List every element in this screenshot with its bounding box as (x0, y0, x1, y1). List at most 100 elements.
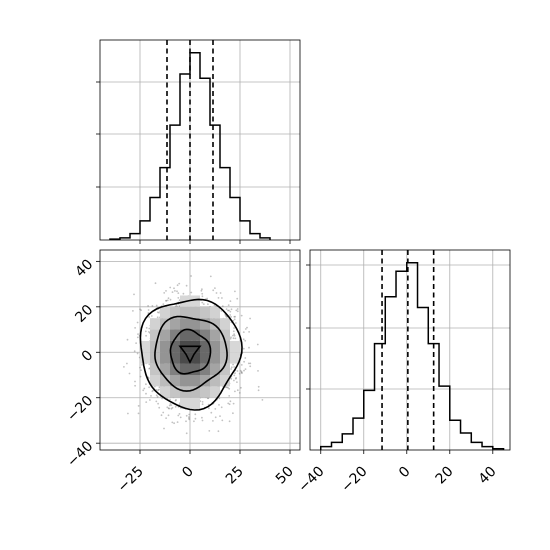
scatter-point (136, 336, 139, 339)
scatter-point (234, 390, 236, 393)
scatter-point (233, 315, 236, 318)
density-cell (200, 340, 210, 353)
scatter-point (201, 292, 204, 295)
scatter-point (171, 406, 174, 409)
density-cell (220, 340, 230, 353)
scatter-point (225, 308, 228, 310)
scatter-point (173, 287, 175, 290)
scatter-point (144, 330, 147, 333)
scatter-point (160, 414, 163, 417)
scatter-point (140, 309, 143, 312)
scatter-point (170, 407, 173, 410)
scatter-point (217, 297, 220, 299)
scatter-point (227, 402, 230, 405)
density-cell (200, 306, 210, 319)
density-cell (190, 329, 200, 341)
density-cell (160, 363, 170, 375)
density-cell (190, 306, 200, 319)
scatter-point (210, 411, 213, 414)
scatter-point (249, 362, 252, 365)
scatter-point (228, 395, 231, 397)
scatter-point (165, 299, 168, 302)
scatter-point (234, 377, 237, 380)
scatter-point (190, 275, 193, 277)
scatter-point (232, 363, 235, 366)
scatter-point (171, 291, 174, 293)
scatter-point (236, 389, 239, 392)
scatter-point (227, 386, 229, 389)
scatter-point (201, 419, 204, 422)
scatter-point (228, 387, 231, 390)
scatter-point (214, 287, 216, 289)
scatter-point (256, 343, 259, 346)
y-marginal-histogram-panel: −40 −20 0 20 40 (295, 249, 511, 496)
scatter-point (233, 327, 236, 329)
y-marginal-frame (309, 249, 511, 451)
scatter-point (234, 315, 237, 318)
scatter-point (238, 372, 241, 375)
scatter-point (185, 420, 187, 423)
scatter-point (242, 331, 245, 333)
density-cell (210, 318, 220, 330)
scatter-point (217, 430, 220, 433)
scatter-point (175, 304, 178, 306)
scatter-point (201, 416, 203, 419)
scatter-point (201, 301, 204, 304)
density-y-tick-labels: −40 −20 0 20 40 (64, 256, 96, 470)
density-cell (220, 318, 230, 330)
scatter-point (169, 398, 171, 401)
scatter-point (206, 397, 209, 400)
scatter-point (228, 420, 231, 423)
y-marginal-x-tick-label-2: 0 (396, 464, 414, 482)
density-x-tick-labels: −25 0 25 50 (115, 464, 297, 496)
histogram-step-line (109, 52, 271, 240)
density-cell (220, 363, 230, 375)
scatter-point (257, 389, 260, 392)
scatter-point (176, 290, 178, 293)
scatter-point (219, 415, 221, 417)
density-cell (220, 375, 230, 387)
scatter-point (232, 337, 235, 340)
scatter-point (173, 422, 176, 425)
density-cell (210, 386, 220, 398)
scatter-point (134, 380, 136, 383)
scatter-point (238, 392, 241, 394)
scatter-point (236, 297, 239, 300)
scatter-point (208, 430, 211, 432)
density-y-tick-label-1: −20 (64, 393, 96, 425)
scatter-point (169, 286, 172, 289)
scatter-point (176, 284, 179, 287)
scatter-point (249, 317, 252, 320)
density-cell (210, 329, 220, 341)
scatter-point (188, 413, 191, 416)
scatter-point (240, 371, 243, 373)
density-cell (230, 340, 240, 353)
scatter-point (213, 304, 216, 307)
density-cell (160, 318, 170, 330)
scatter-point (236, 370, 239, 372)
scatter-point (139, 366, 141, 369)
scatter-point (171, 421, 174, 424)
scatter-point (248, 346, 250, 349)
contour-outer (139, 298, 243, 411)
contour-center (178, 345, 202, 365)
density-cell (200, 386, 210, 398)
scatter-point (234, 290, 236, 293)
scatter-point (148, 327, 151, 330)
scatter-point (235, 309, 238, 312)
scatter-point (169, 298, 172, 301)
scatter-point (147, 305, 150, 307)
scatter-point (162, 411, 165, 414)
scatter-point (236, 308, 239, 310)
scatter-point (145, 392, 147, 395)
scatter-point (207, 303, 209, 306)
scatter-point (176, 421, 179, 423)
scatter-point (157, 389, 160, 392)
x-marginal-histogram-panel (96, 39, 301, 244)
x-marginal-frame (99, 39, 301, 241)
density-cell (170, 306, 180, 319)
scatter-point (126, 362, 128, 365)
scatter-point (123, 366, 125, 368)
scatter-point (132, 310, 134, 312)
scatter-point (147, 309, 150, 311)
